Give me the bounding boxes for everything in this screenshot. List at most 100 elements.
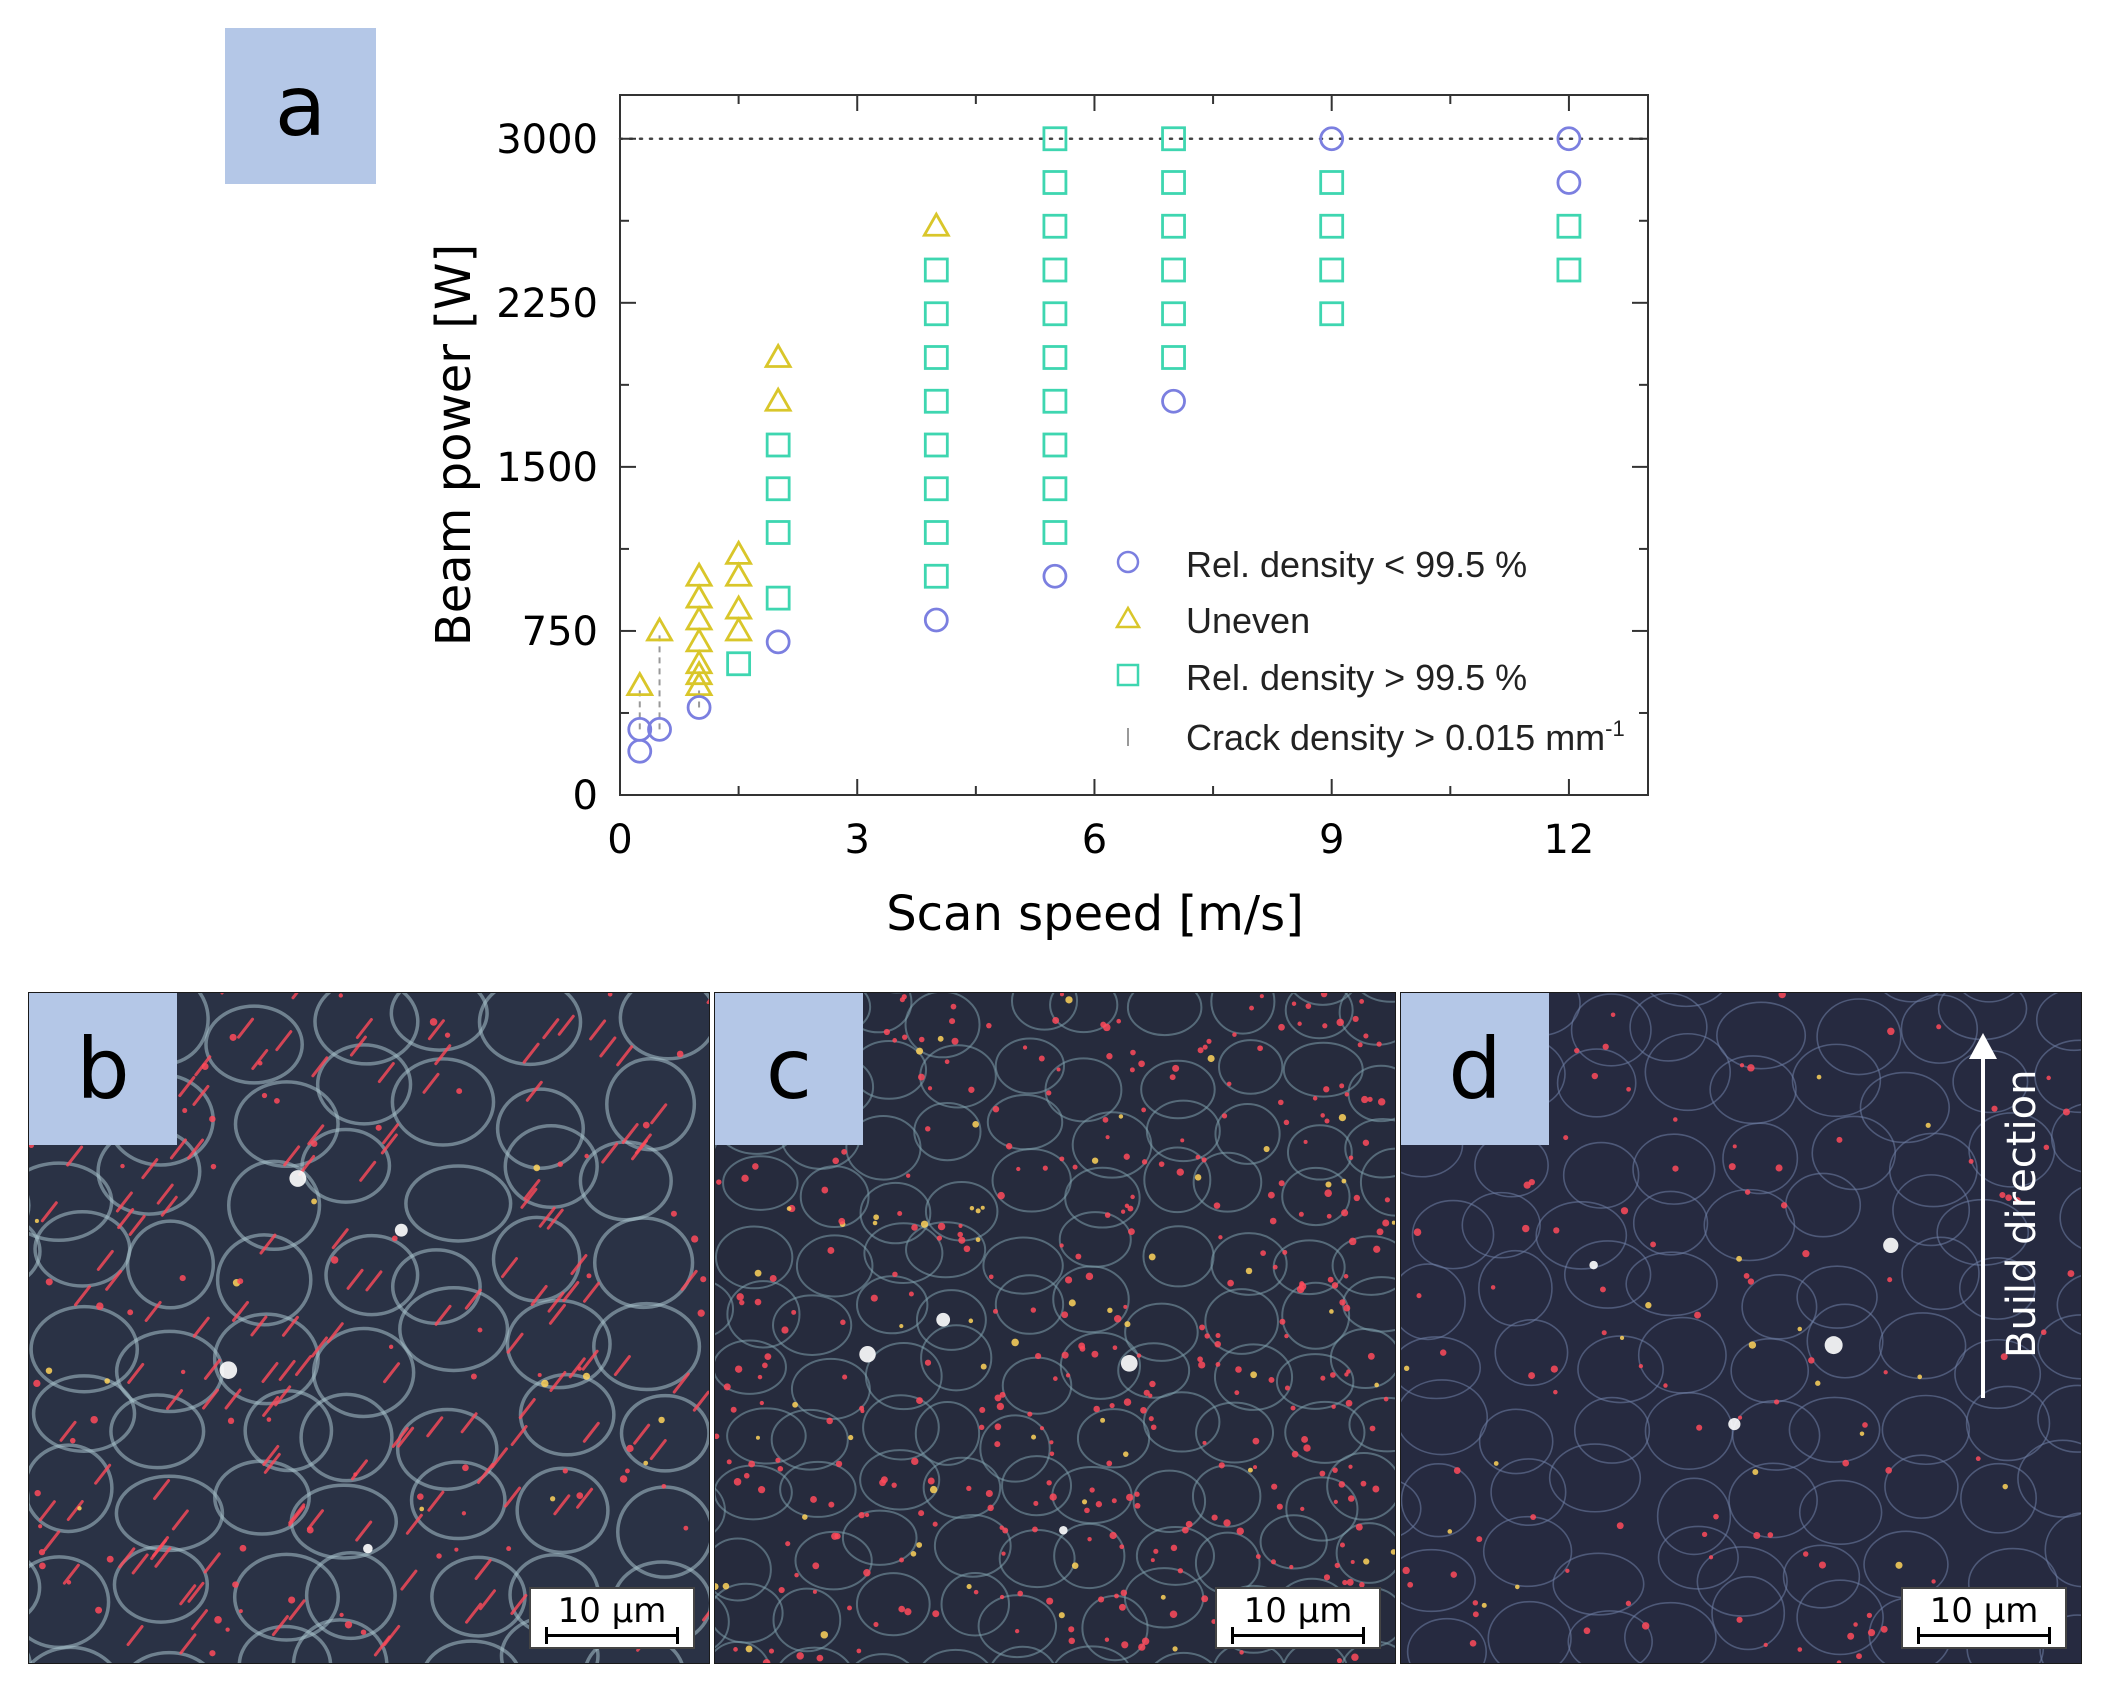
texture-mark	[1348, 1464, 1353, 1469]
texture-mark	[1401, 1548, 1476, 1613]
texture-mark	[2050, 1103, 2081, 1173]
texture-mark	[1931, 1579, 1936, 1584]
texture-mark	[1235, 1366, 1242, 1373]
texture-mark	[1038, 1055, 1045, 1062]
texture-mark	[1153, 1548, 1159, 1554]
texture-mark	[1753, 1531, 1761, 1539]
texture-mark	[841, 1148, 847, 1155]
texture-mark	[1299, 1281, 1305, 1287]
texture-mark	[1363, 1558, 1370, 1565]
texture-mark	[537, 1372, 542, 1378]
texture-mark	[1644, 1032, 1732, 1112]
data-point-triangle	[684, 583, 714, 609]
data-point-triangle	[724, 594, 754, 620]
texture-mark	[1197, 1356, 1203, 1363]
texture-mark	[278, 1359, 296, 1381]
legend-label-uneven: Uneven	[1186, 600, 1310, 641]
data-point-square	[1556, 257, 1582, 283]
texture-mark	[734, 1365, 743, 1373]
data-point-triangle	[684, 561, 714, 587]
texture-mark	[848, 1434, 854, 1441]
texture-mark	[1333, 1499, 1338, 1505]
texture-mark	[1367, 1096, 1373, 1102]
texture-mark	[191, 1609, 209, 1631]
texture-mark	[1347, 1495, 1355, 1502]
texture-mark	[1836, 1136, 1843, 1143]
texture-mark	[1616, 1522, 1624, 1530]
texture-mark	[38, 1549, 46, 1556]
texture-mark	[271, 1615, 289, 1637]
texture-mark	[607, 993, 613, 997]
texture-mark	[786, 1206, 792, 1211]
texture-mark	[996, 1402, 1005, 1411]
data-point-square	[923, 563, 949, 589]
texture-mark	[1797, 1647, 1803, 1652]
texture-mark	[127, 1362, 145, 1384]
scale-bar-label: 10 µm	[1929, 1591, 2039, 1631]
texture-mark	[1362, 1139, 1370, 1146]
texture-mark	[576, 1492, 584, 1499]
data-point-square	[1042, 301, 1068, 327]
texture-mark	[1270, 1559, 1276, 1565]
texture-mark	[201, 1063, 209, 1070]
texture-mark	[232, 1581, 239, 1588]
texture-mark	[1136, 1353, 1142, 1358]
texture-mark	[1376, 1228, 1384, 1236]
texture-mark	[331, 1228, 349, 1250]
texture-mark	[859, 1346, 876, 1363]
texture-mark	[2044, 1512, 2081, 1588]
texture-mark	[1369, 1425, 1376, 1432]
texture-mark	[1338, 1481, 1346, 1488]
texture-mark	[932, 1610, 940, 1618]
texture-mark	[932, 1521, 938, 1527]
texture-mark	[1856, 1653, 1862, 1660]
texture-mark	[557, 1014, 575, 1036]
texture-mark	[1326, 1213, 1332, 1219]
data-point-square	[1161, 126, 1186, 152]
texture-mark	[1145, 1099, 1221, 1163]
texture-mark	[1180, 1138, 1185, 1143]
texture-mark	[274, 1098, 280, 1104]
legend-label-high-density: Rel. density > 99.5 %	[1186, 657, 1527, 698]
texture-mark	[1319, 1470, 1326, 1477]
texture-mark	[1154, 1651, 1213, 1663]
texture-mark	[968, 1318, 974, 1324]
texture-mark	[1336, 1658, 1343, 1663]
texture-mark	[417, 1493, 424, 1501]
texture-mark	[1296, 1285, 1305, 1294]
texture-mark	[701, 1610, 709, 1622]
texture-mark	[1847, 1632, 1855, 1640]
texture-mark	[1278, 1180, 1285, 1187]
texture-mark	[917, 1073, 925, 1081]
texture-mark	[1140, 1059, 1216, 1120]
texture-mark	[1439, 1349, 1447, 1356]
texture-mark	[232, 1300, 250, 1322]
data-point-circle	[1556, 126, 1582, 152]
texture-mark	[1601, 1330, 1607, 1336]
texture-mark	[1975, 1456, 1981, 1462]
texture-mark	[1391, 1220, 1395, 1225]
texture-mark	[1842, 1459, 1850, 1467]
texture-mark	[795, 1234, 874, 1298]
texture-mark	[1797, 1326, 1803, 1332]
texture-mark	[899, 1324, 904, 1329]
texture-mark	[227, 1417, 235, 1425]
texture-mark	[389, 993, 489, 1052]
texture-mark	[1815, 1380, 1821, 1386]
texture-mark	[1570, 993, 1652, 1067]
texture-mark	[927, 1477, 935, 1485]
texture-mark	[1158, 1161, 1165, 1167]
texture-mark	[1406, 1617, 1487, 1663]
legend-square-marker	[1116, 663, 1140, 687]
texture-mark	[692, 1390, 709, 1412]
texture-mark	[1859, 1431, 1865, 1436]
texture-mark	[1118, 1603, 1126, 1611]
texture-mark	[518, 1398, 536, 1420]
data-point-square	[726, 651, 752, 677]
texture-mark	[1116, 1018, 1122, 1024]
texture-mark	[444, 1032, 451, 1038]
texture-mark	[966, 1584, 972, 1590]
texture-mark	[973, 1589, 979, 1595]
texture-mark	[899, 997, 905, 1003]
texture-mark	[1901, 1236, 1980, 1311]
